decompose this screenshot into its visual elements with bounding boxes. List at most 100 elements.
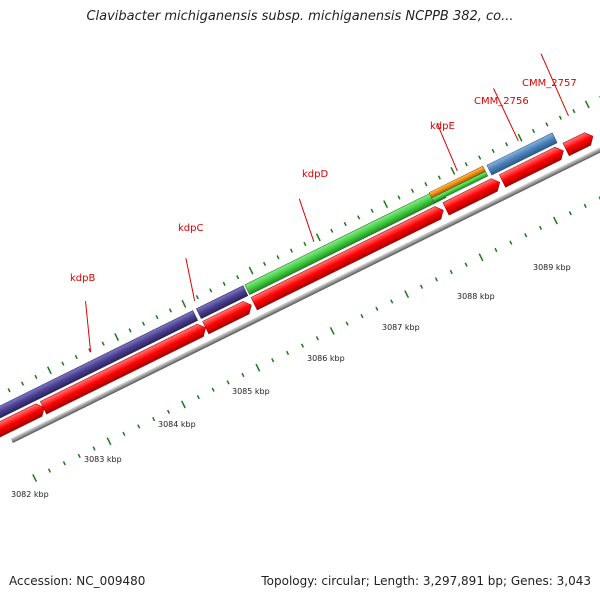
tick-mark <box>524 233 528 238</box>
tick-row-upper <box>7 95 600 393</box>
tick-mark <box>329 326 335 335</box>
tick-mark <box>152 417 156 422</box>
tick-mark <box>584 100 590 109</box>
tick-mark <box>478 253 484 262</box>
accession-text: Accession: NC_009480 <box>9 574 146 588</box>
map-title: Clavibacter michiganensis subsp. michiga… <box>86 9 514 24</box>
gene-label-kdpE: kdpE <box>430 121 455 132</box>
kbp-label: 3088 kbp <box>457 292 495 301</box>
tick-mark <box>195 295 199 300</box>
tick-mark <box>450 166 456 175</box>
tick-mark <box>101 341 105 346</box>
tick-mark <box>437 175 441 180</box>
tick-mark <box>62 461 66 466</box>
tick-mark <box>419 284 424 289</box>
gene-bar-CMM_2757 <box>486 132 558 176</box>
tick-mark <box>491 148 495 154</box>
tick-mark <box>32 474 38 482</box>
tick-mark <box>74 354 78 360</box>
tick-mark <box>568 211 572 216</box>
gene-bar-kdpC <box>196 285 249 319</box>
cds-arrow <box>250 206 444 311</box>
tick-mark <box>505 142 509 147</box>
tick-mark <box>241 372 245 378</box>
tick-mark <box>464 162 468 167</box>
tick-mark <box>61 361 65 366</box>
gene-label-kdpD: kdpD <box>302 169 328 180</box>
tick-mark <box>360 314 364 319</box>
gene-label-kdpB: kdpB <box>70 273 95 284</box>
kbp-label: 3086 kbp <box>307 354 345 363</box>
tick-mark <box>370 208 374 213</box>
tick-mark <box>168 308 172 313</box>
tick-mark <box>357 215 361 220</box>
tick-mark <box>315 233 321 242</box>
tick-mark <box>289 248 294 253</box>
tick-mark <box>226 380 230 385</box>
tick-mark <box>572 108 576 114</box>
tick-mark <box>196 394 200 400</box>
tick-mark <box>7 388 11 393</box>
tick-mark <box>122 431 126 436</box>
cds-track <box>0 132 594 452</box>
tick-mark <box>303 241 307 247</box>
tick-mark <box>464 262 468 267</box>
tick-mark <box>271 358 275 363</box>
tick-mark <box>155 314 159 320</box>
tick-mark <box>286 350 290 356</box>
tick-mark <box>181 299 187 308</box>
tick-row-scale <box>32 196 600 482</box>
tick-mark <box>583 203 587 208</box>
tick-mark <box>315 336 319 341</box>
gene-label-kdpC: kdpC <box>178 223 203 234</box>
cds-arrow <box>562 132 594 157</box>
tick-mark <box>330 228 334 233</box>
gene-labels: kdpB kdpC kdpD kdpE CMM_2756 CMM_2757 <box>70 78 577 284</box>
tick-mark <box>263 261 267 267</box>
kbp-label: 3082 kbp <box>11 490 49 499</box>
tick-mark <box>92 446 96 451</box>
cds-arrow <box>39 323 206 415</box>
tick-mark <box>509 240 513 245</box>
cds-arrow <box>202 301 252 335</box>
kbp-label: 3089 kbp <box>533 263 571 272</box>
leader-line-kdpC <box>185 258 196 301</box>
tick-mark <box>180 400 186 409</box>
leader-line-kdpD <box>298 198 315 242</box>
kbp-label: 3087 kbp <box>382 323 420 332</box>
tick-mark <box>517 133 523 142</box>
gene-track <box>0 132 558 436</box>
leader-line-CMM_2757 <box>540 53 569 117</box>
tick-mark <box>222 281 226 286</box>
tick-mark <box>434 277 438 282</box>
tick-mark <box>137 424 141 429</box>
tick-mark <box>300 343 305 348</box>
tick-mark <box>410 188 415 193</box>
gene-label-CMM_2756: CMM_2756 <box>474 96 529 107</box>
cds-arrow <box>498 146 564 188</box>
tick-mark <box>375 306 379 311</box>
tick-mark <box>211 387 215 392</box>
tick-mark <box>20 381 25 386</box>
tick-mark <box>114 333 120 341</box>
tick-mark <box>236 275 240 280</box>
tick-mark <box>494 247 498 253</box>
genome-stats-text: Topology: circular; Length: 3,297,891 bp… <box>261 574 591 588</box>
kbp-labels: 3082 kbp 3083 kbp 3084 kbp 3085 kbp 3086… <box>11 263 571 499</box>
tick-mark <box>397 195 401 200</box>
tick-mark <box>248 266 254 275</box>
kbp-label: 3084 kbp <box>158 420 196 429</box>
tick-mark <box>255 363 261 372</box>
tick-mark <box>209 288 213 293</box>
kbp-label: 3083 kbp <box>84 455 122 464</box>
tick-mark <box>128 328 132 333</box>
kbp-label: 3085 kbp <box>232 387 270 396</box>
gene-bar-kdpB <box>0 310 199 436</box>
leader-line-kdpB <box>85 301 92 353</box>
cds-arrow <box>0 403 45 452</box>
tick-mark <box>558 115 562 120</box>
tick-mark <box>343 221 347 227</box>
tick-mark <box>404 290 410 299</box>
leader-lines <box>85 53 569 353</box>
